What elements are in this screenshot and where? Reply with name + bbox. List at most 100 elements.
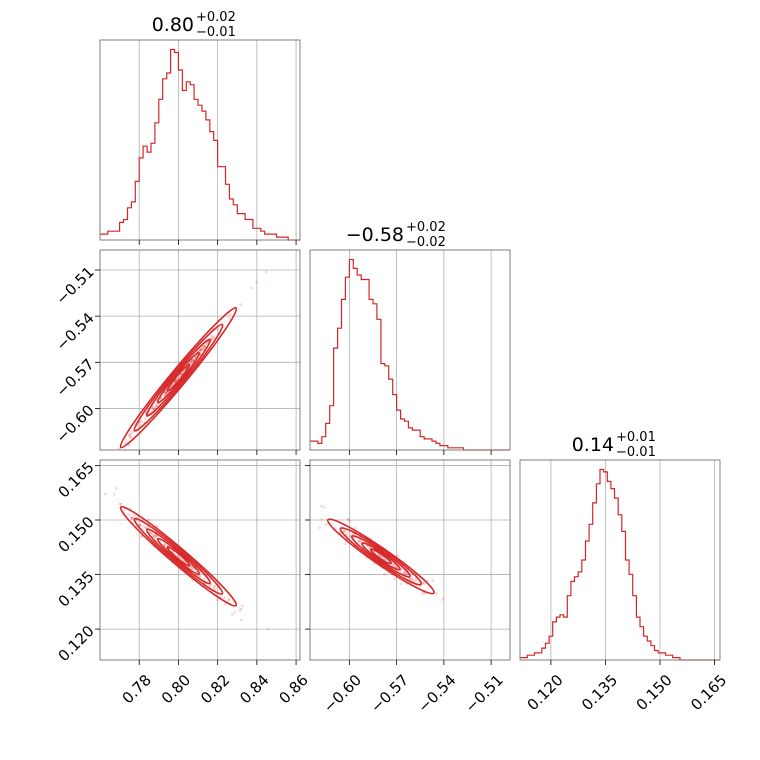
sample-point	[324, 523, 328, 526]
sample-point	[403, 572, 407, 576]
sample-point	[410, 577, 414, 581]
sample-point	[151, 406, 155, 409]
sample-point	[215, 598, 219, 602]
sample-point	[265, 270, 268, 274]
pair-1-0-points	[115, 270, 268, 457]
sample-point	[392, 564, 396, 567]
y-axis-param-2-tick-label: −0.51	[52, 263, 97, 308]
sample-point	[131, 431, 134, 435]
sample-point	[191, 359, 194, 363]
sample-point	[223, 596, 226, 600]
sample-point	[153, 535, 156, 539]
sample-point	[209, 583, 213, 587]
sample-point	[114, 487, 118, 490]
sample-point	[212, 336, 216, 340]
sample-point	[417, 581, 421, 585]
diag-0-title-minus: −0.01	[196, 25, 236, 40]
sample-point	[125, 440, 128, 444]
sample-point	[131, 516, 135, 520]
sample-point	[322, 505, 326, 509]
sample-point	[202, 344, 206, 348]
sample-point	[115, 452, 118, 455]
y-axis-param-3-tick-label: 0.120	[55, 622, 98, 665]
sample-point	[203, 577, 206, 581]
x-axis-param-1-tick-label: 0.80	[158, 671, 194, 707]
sample-point	[426, 579, 429, 583]
sample-point	[199, 348, 203, 351]
contour-level-2	[339, 527, 423, 586]
sample-point	[199, 348, 203, 352]
sample-point	[138, 523, 142, 527]
contour-level-3	[350, 535, 411, 578]
sample-point	[422, 592, 426, 596]
sample-point	[152, 534, 156, 538]
sample-point	[203, 345, 207, 348]
sample-point	[396, 554, 400, 557]
sample-point	[129, 436, 133, 440]
x-axis-param-2-tick-label: −0.54	[414, 671, 459, 716]
sample-point	[212, 335, 215, 338]
sample-point	[132, 514, 136, 517]
sample-point	[202, 346, 205, 350]
contour-level-5	[369, 548, 392, 565]
sample-point	[144, 526, 148, 529]
diag-2-grid	[550, 460, 715, 660]
sample-point	[238, 609, 242, 612]
y-axis-param-2-tick-label: −0.57	[52, 355, 97, 400]
x-axis-param-3-tick-label: 0.165	[687, 671, 730, 714]
sample-point	[173, 380, 177, 383]
sample-point	[422, 582, 426, 586]
sample-point	[344, 542, 347, 546]
sample-point	[391, 562, 395, 565]
sample-point	[104, 492, 107, 496]
pair-2-1-frame	[309, 459, 511, 661]
sample-point	[203, 345, 207, 349]
sample-point	[359, 540, 363, 543]
sample-point	[402, 572, 406, 575]
sample-point	[190, 567, 194, 570]
sample-point	[190, 565, 194, 568]
sample-point	[202, 344, 205, 348]
sample-point	[345, 531, 349, 535]
contour-level-2	[133, 323, 224, 432]
sample-point	[228, 313, 232, 317]
sample-point	[149, 531, 153, 535]
sample-point	[209, 334, 213, 338]
sample-point	[146, 526, 150, 529]
sample-point	[154, 534, 158, 538]
sample-point	[131, 516, 134, 520]
sample-point	[346, 518, 350, 521]
sample-point	[213, 584, 217, 588]
pair-1-0-frame	[99, 249, 301, 451]
sample-point	[208, 584, 212, 588]
sample-point	[240, 618, 243, 622]
diag-1-title-value: −0.58	[346, 224, 404, 246]
sample-point	[342, 529, 346, 533]
sample-point	[115, 454, 118, 457]
contour-level-3	[145, 528, 211, 585]
sample-point	[414, 579, 418, 582]
sample-point	[148, 530, 152, 534]
contour-level-4	[156, 537, 200, 575]
sample-point	[180, 557, 184, 561]
sample-point	[163, 390, 167, 394]
x-axis-param-1-tick-label: 0.86	[275, 671, 311, 707]
sample-point	[227, 597, 231, 601]
sample-point	[191, 358, 194, 362]
contour-level-2	[133, 517, 224, 595]
pair-1-0-grid	[100, 250, 300, 450]
sample-point	[441, 598, 444, 601]
sample-point	[399, 582, 403, 586]
sample-point	[128, 434, 132, 438]
sample-point	[149, 409, 152, 412]
diag-2-frame	[519, 459, 721, 661]
contour-level-4	[156, 351, 201, 404]
sample-point	[138, 524, 142, 527]
sample-point	[266, 627, 270, 631]
sample-point	[180, 372, 183, 376]
diag-2-histogram-line	[520, 468, 720, 661]
sample-point	[213, 587, 217, 590]
sample-point	[342, 530, 346, 533]
sample-point	[239, 303, 243, 307]
sample-point	[372, 562, 376, 565]
